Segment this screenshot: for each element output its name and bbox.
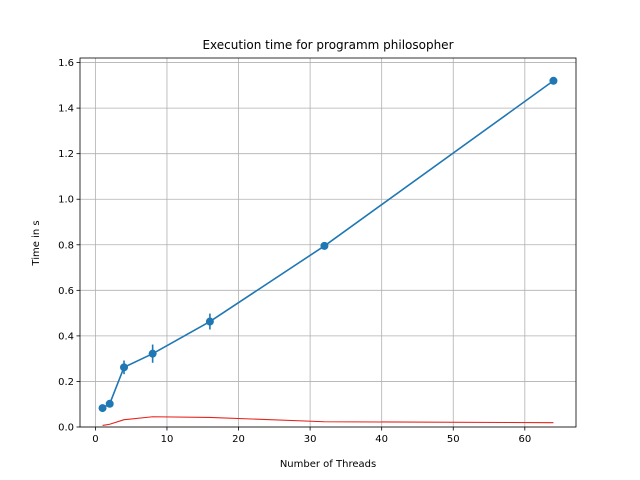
data-point — [105, 399, 114, 408]
chart-title: Execution time for programm philosopher — [202, 38, 453, 52]
data-point — [148, 349, 157, 358]
data-point — [549, 76, 558, 85]
series-1 — [98, 76, 558, 413]
series-2-line — [102, 416, 554, 426]
data-point — [98, 404, 107, 413]
y-tick-label: 1.6 — [58, 58, 74, 69]
data-point — [205, 317, 214, 326]
ticks: 0 10 20 30 40 50 60 0.0 0.2 0.4 0.6 0.8 1.0 1.2 1.4 1.6 — [58, 58, 531, 445]
x-tick-label: 60 — [518, 434, 531, 445]
y-tick-label: 0.0 — [58, 423, 74, 434]
series-2 — [102, 416, 554, 426]
y-axis-title: Time in s — [31, 220, 42, 266]
x-axis-title: Number of Threads — [280, 459, 376, 470]
x-tick-label: 0 — [92, 434, 98, 445]
y-tick-label: 1.4 — [58, 104, 74, 115]
y-tick-label: 1.2 — [58, 149, 74, 160]
plot-frame — [79, 57, 577, 428]
x-tick-label: 10 — [161, 434, 174, 445]
y-tick-label: 0.6 — [58, 286, 74, 297]
x-tick-label: 40 — [375, 434, 388, 445]
data-point — [320, 241, 329, 250]
x-tick-label: 50 — [447, 434, 460, 445]
y-tick-label: 0.4 — [58, 331, 74, 342]
y-tick-label: 0.8 — [58, 240, 74, 251]
y-tick-label: 0.2 — [58, 377, 74, 388]
y-tick-label: 1.0 — [58, 195, 74, 206]
grid — [80, 58, 576, 428]
series-layer — [98, 76, 558, 426]
data-point — [120, 363, 129, 372]
x-tick-label: 20 — [232, 434, 245, 445]
x-tick-label: 30 — [304, 434, 317, 445]
